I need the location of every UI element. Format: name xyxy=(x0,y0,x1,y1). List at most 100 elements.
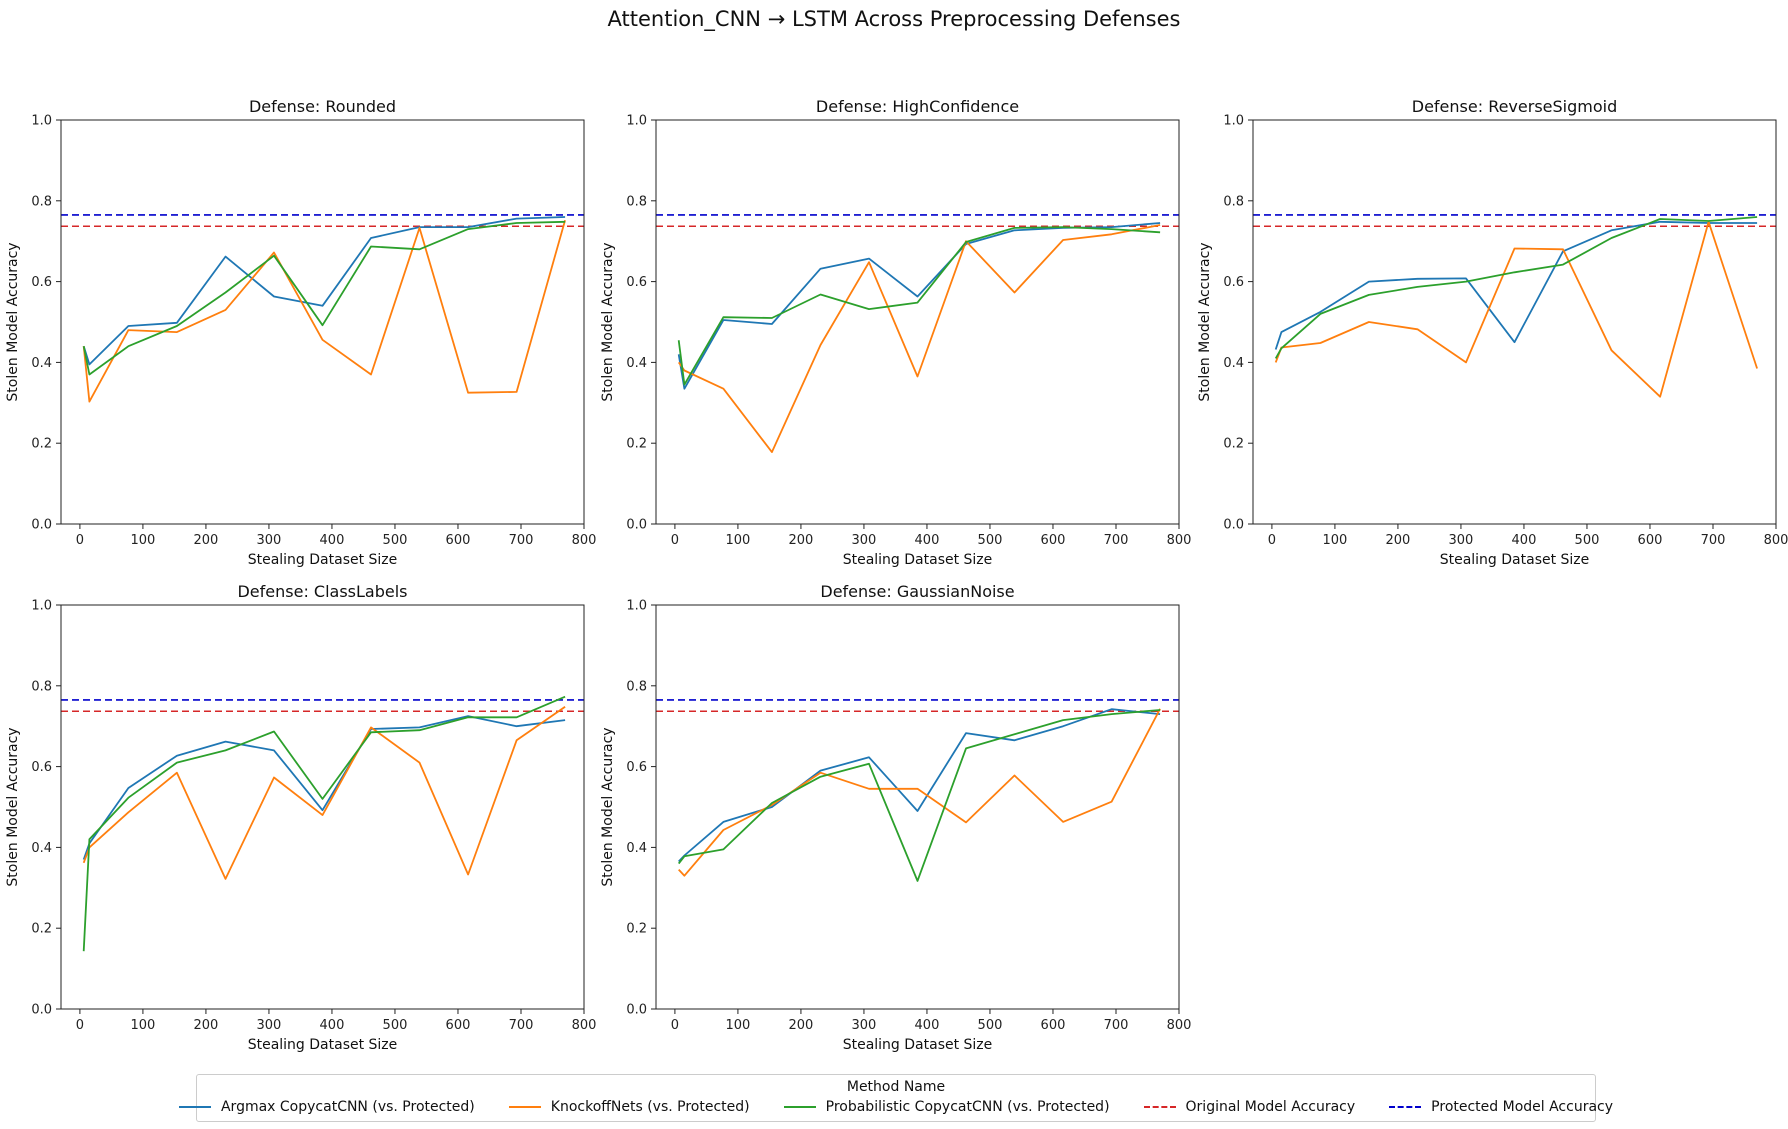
x-tick-label: 200 xyxy=(194,1018,219,1033)
y-tick-label: 0.2 xyxy=(1223,437,1244,452)
y-tick-label: 0.8 xyxy=(31,194,52,209)
x-tick-label: 400 xyxy=(320,533,345,548)
series-line-probabilistic-copycatcnn-vs-protected xyxy=(82,695,566,952)
y-tick-label: 0.8 xyxy=(626,679,647,694)
series-line-argmax-copycatcnn-vs-protected xyxy=(82,715,566,860)
x-tick-label: 0 xyxy=(76,533,84,548)
legend-item-probabilistic-copycatcnn: Probabilistic CopycatCNN (vs. Protected) xyxy=(783,1099,1110,1115)
y-tick-label: 0.0 xyxy=(1223,518,1244,533)
y-tick-label: 1.0 xyxy=(31,114,52,129)
x-tick-label: 200 xyxy=(1386,533,1411,548)
series-line-probabilistic-copycatcnn-vs-protected xyxy=(1274,216,1758,359)
y-axis-label: Stolen Model Accuracy xyxy=(1197,242,1213,401)
x-tick-label: 0 xyxy=(671,1018,679,1033)
y-tick-label: 0.0 xyxy=(626,1003,647,1018)
y-tick-label: 1.0 xyxy=(1223,114,1244,129)
series-line-knockoffnets-vs-protected xyxy=(677,224,1161,454)
y-tick-label: 0.4 xyxy=(31,356,52,371)
x-tick-label: 800 xyxy=(572,1018,597,1033)
subplot-title: Defense: Rounded xyxy=(249,97,396,116)
y-axis-label: Stolen Model Accuracy xyxy=(600,242,616,401)
legend-label: Protected Model Accuracy xyxy=(1431,1099,1614,1115)
axes-frame xyxy=(1252,119,1777,525)
x-tick-label: 700 xyxy=(1104,533,1129,548)
legend-title: Method Name xyxy=(846,1079,946,1095)
x-tick-label: 700 xyxy=(509,1018,534,1033)
legend-label: Argmax CopycatCNN (vs. Protected) xyxy=(220,1099,475,1115)
x-tick-label: 100 xyxy=(131,533,156,548)
x-tick-label: 400 xyxy=(320,1018,345,1033)
series-line-probabilistic-copycatcnn-vs-protected xyxy=(677,709,1161,882)
x-tick-label: 100 xyxy=(726,1018,751,1033)
x-tick-label: 600 xyxy=(1041,1018,1066,1033)
x-tick-label: 100 xyxy=(1323,533,1348,548)
x-tick-label: 300 xyxy=(852,1018,877,1033)
x-tick-label: 600 xyxy=(1638,533,1663,548)
x-tick-label: 700 xyxy=(1701,533,1726,548)
y-axis-label: Stolen Model Accuracy xyxy=(5,727,21,886)
x-tick-label: 800 xyxy=(572,533,597,548)
series-line-knockoffnets-vs-protected xyxy=(82,706,566,880)
legend-swatch xyxy=(1143,1106,1176,1108)
subplot-defense-reversesigmoid: 0 100 200 300 400 500 600 700 800 0.0 0.2 0.4 0.6 0.8… xyxy=(1197,97,1788,568)
subplot-defense-rounded: 0 100 200 300 400 500 600 700 800 0.0 0.2 0.4 0.6 0.8… xyxy=(5,97,596,568)
x-tick-label: 300 xyxy=(257,533,282,548)
subplot-title: Defense: GaussianNoise xyxy=(820,582,1014,601)
y-tick-label: 0.4 xyxy=(1223,356,1244,371)
legend: Method Name Argmax CopycatCNN (vs. Prote… xyxy=(178,1074,1613,1122)
subplot-defense-gaussiannoise: 0 100 200 300 400 500 600 700 800 0.0 0.2 0.4 0.6 0.8… xyxy=(600,582,1191,1053)
x-tick-label: 700 xyxy=(1104,1018,1129,1033)
y-tick-label: 0.6 xyxy=(626,275,647,290)
x-tick-label: 300 xyxy=(852,533,877,548)
legend-item-argmax-copycatcnn: Argmax CopycatCNN (vs. Protected) xyxy=(178,1099,475,1115)
legend-item-protected-accuracy: Protected Model Accuracy xyxy=(1389,1099,1613,1115)
subplot-title: Defense: ReverseSigmoid xyxy=(1412,97,1617,116)
legend-swatch xyxy=(178,1106,211,1108)
y-tick-label: 0.6 xyxy=(626,760,647,775)
x-tick-label: 800 xyxy=(1167,1018,1192,1033)
x-tick-label: 300 xyxy=(257,1018,282,1033)
x-tick-label: 800 xyxy=(1167,533,1192,548)
y-tick-label: 0.2 xyxy=(626,437,647,452)
y-tick-label: 0.0 xyxy=(626,518,647,533)
x-tick-label: 600 xyxy=(446,1018,471,1033)
x-tick-label: 400 xyxy=(915,1018,940,1033)
x-tick-label: 500 xyxy=(383,533,408,548)
series-line-knockoffnets-vs-protected xyxy=(1274,220,1758,398)
y-tick-label: 0.6 xyxy=(31,760,52,775)
x-tick-label: 700 xyxy=(509,533,534,548)
y-tick-label: 0.4 xyxy=(626,356,647,371)
x-axis-label: Stealing Dataset Size xyxy=(843,1037,993,1053)
legend-swatch xyxy=(508,1106,541,1108)
y-tick-label: 0.6 xyxy=(31,275,52,290)
x-tick-label: 500 xyxy=(978,533,1003,548)
series-line-knockoffnets-vs-protected xyxy=(82,219,566,403)
axes-frame xyxy=(655,604,1180,1010)
x-tick-label: 500 xyxy=(383,1018,408,1033)
legend-item-original-accuracy: Original Model Accuracy xyxy=(1143,1099,1355,1115)
series-line-argmax-copycatcnn-vs-protected xyxy=(1274,220,1758,350)
subplot-defense-highconfidence: 0 100 200 300 400 500 600 700 800 0.0 0.2 0.4 0.6 0.8… xyxy=(600,97,1191,568)
y-tick-label: 0.8 xyxy=(31,679,52,694)
subplot-title: Defense: HighConfidence xyxy=(816,97,1019,116)
series-line-argmax-copycatcnn-vs-protected xyxy=(677,222,1161,390)
series-line-probabilistic-copycatcnn-vs-protected xyxy=(82,220,566,376)
y-axis-label: Stolen Model Accuracy xyxy=(600,727,616,886)
y-tick-label: 0.2 xyxy=(31,922,52,937)
legend-swatch xyxy=(783,1106,816,1108)
x-axis-label: Stealing Dataset Size xyxy=(248,552,398,568)
series-line-argmax-copycatcnn-vs-protected xyxy=(82,216,566,366)
y-tick-label: 1.0 xyxy=(626,114,647,129)
x-tick-label: 600 xyxy=(446,533,471,548)
x-tick-label: 100 xyxy=(131,1018,156,1033)
x-tick-label: 500 xyxy=(978,1018,1003,1033)
y-tick-label: 0.8 xyxy=(1223,194,1244,209)
x-tick-label: 300 xyxy=(1449,533,1474,548)
y-axis-label: Stolen Model Accuracy xyxy=(5,242,21,401)
series-line-knockoffnets-vs-protected xyxy=(678,708,1161,877)
y-tick-label: 0.6 xyxy=(1223,275,1244,290)
y-tick-label: 1.0 xyxy=(626,599,647,614)
x-tick-label: 0 xyxy=(1268,533,1276,548)
x-tick-label: 400 xyxy=(1512,533,1537,548)
y-tick-label: 0.0 xyxy=(31,1003,52,1018)
